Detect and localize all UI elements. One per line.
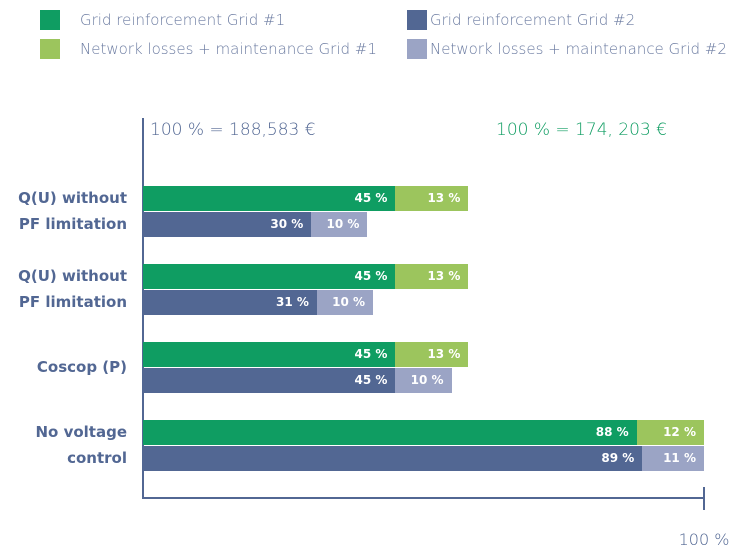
bar [143,212,312,237]
value-label: 10 % [332,295,365,309]
bar [395,368,452,393]
value-label: 89 % [601,451,635,465]
value-label: 13 % [427,269,461,283]
category-label: Coscop (P) [36,358,127,376]
legend-label: Network losses + maintenance Grid #1 [80,40,377,58]
legend-swatch [407,39,427,59]
bar [143,264,396,289]
value-label: 11 % [663,451,696,465]
x-axis [142,497,705,499]
value-label: 45 % [354,191,388,205]
bar [636,420,704,445]
bar [642,446,704,471]
bar [316,290,373,315]
value-label: 13 % [427,191,461,205]
value-label: 45 % [354,347,388,361]
legend-swatch [407,10,427,30]
tick-mark [703,487,705,510]
bar [143,368,396,393]
value-label: 31 % [276,295,309,309]
value-label: 12 % [663,425,696,439]
value-label: 10 % [410,373,444,387]
legend-swatch [40,39,60,59]
bar [143,446,643,471]
category-label: No voltage control [35,423,127,467]
annotation: 100 % = 174, 203 € [496,120,667,140]
bar [395,186,469,211]
bar [143,186,396,211]
bar [143,342,396,367]
value-label: 88 % [595,425,629,439]
bar [395,264,469,289]
legend-label: Grid reinforcement Grid #2 [430,11,636,29]
annotation: 100 % = 188,583 € [150,120,316,140]
bar [143,290,317,315]
legend-label: Grid reinforcement Grid #1 [80,11,286,29]
category-label: Q(U) without PF limitation [18,267,127,311]
legend-swatch [40,10,60,30]
legend-label: Network losses + maintenance Grid #2 [430,40,727,58]
bar [311,212,368,237]
bar [143,420,637,445]
bar [395,342,469,367]
x-tick-label: 100 % [678,530,730,549]
value-label: 13 % [427,347,461,361]
value-label: 45 % [354,373,388,387]
value-label: 45 % [354,269,388,283]
value-label: 10 % [326,217,360,231]
value-label: 30 % [270,217,304,231]
category-label: Q(U) without PF limitation [18,189,127,233]
